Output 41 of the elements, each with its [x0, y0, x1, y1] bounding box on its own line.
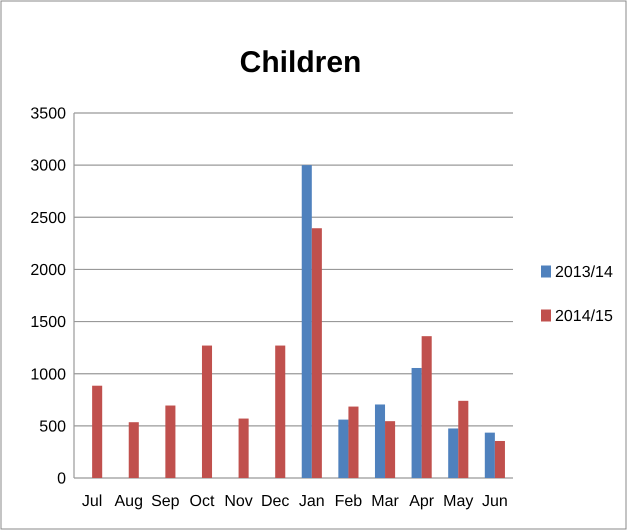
y-tick-label: 0: [57, 470, 66, 488]
x-tick-label: May: [443, 493, 474, 510]
bar: [458, 400, 468, 478]
bar: [128, 422, 139, 478]
x-tick-label: Oct: [190, 493, 215, 510]
bar: [484, 432, 495, 478]
bar: [422, 336, 432, 478]
bar: [165, 406, 176, 478]
bar: [412, 368, 422, 478]
y-tick-label: 3500: [30, 106, 66, 123]
bar: [374, 404, 386, 478]
bar: [275, 346, 286, 478]
x-tick-label: Aug: [114, 493, 143, 510]
legend-label: 2013/14: [555, 264, 613, 282]
bar: [385, 421, 396, 478]
y-tick-label: 1500: [30, 314, 66, 332]
bar: [348, 406, 358, 478]
x-tick-label: Mar: [371, 493, 400, 510]
y-tick-label: 2000: [30, 262, 66, 280]
bar: [202, 346, 212, 478]
legend-label: 2014/15: [555, 308, 613, 326]
x-tick-label: Jun: [482, 493, 508, 510]
x-tick-label: Nov: [224, 493, 253, 510]
x-tick-label: Jan: [298, 493, 325, 510]
chart-title: Children: [240, 46, 362, 79]
x-tick-label: Apr: [409, 493, 435, 510]
y-tick-label: 3000: [30, 158, 66, 175]
bar: [494, 440, 505, 478]
bar: [92, 386, 102, 478]
y-tick-label: 500: [39, 418, 66, 436]
x-tick-label: Jul: [82, 493, 102, 510]
x-tick-label: Sep: [151, 493, 180, 510]
bar: [338, 420, 348, 478]
y-tick-label: 1000: [30, 366, 66, 384]
x-tick-label: Dec: [260, 493, 290, 510]
y-tick-label: 2500: [30, 210, 66, 227]
bar: [238, 418, 249, 478]
bar: [302, 165, 312, 478]
bar: [448, 428, 458, 478]
x-tick-label: Feb: [334, 493, 362, 510]
bar: [312, 228, 322, 478]
